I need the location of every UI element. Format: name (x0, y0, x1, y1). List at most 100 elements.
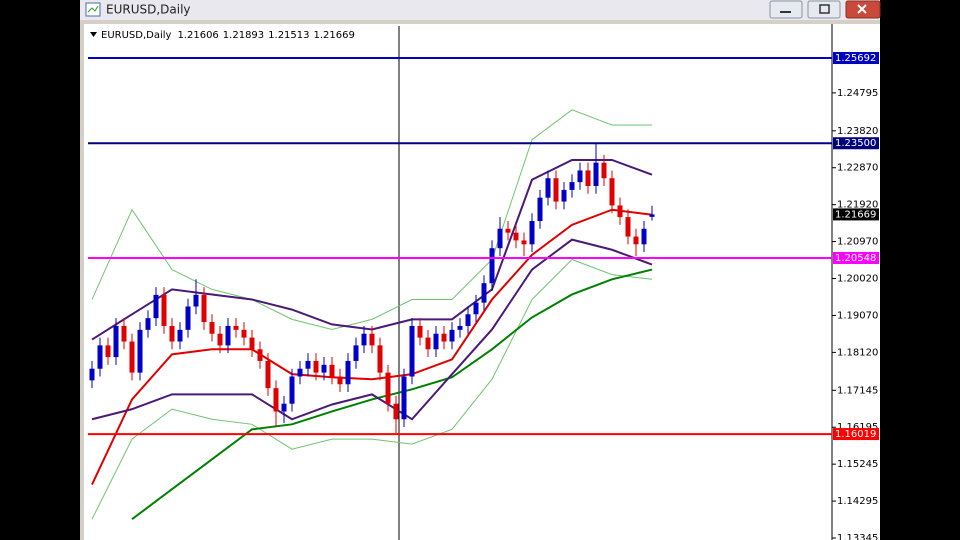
header-open: 1.21606 (177, 30, 218, 41)
candle-body (601, 162, 607, 179)
candle-body (633, 236, 639, 245)
indicator-line (131, 268, 653, 520)
candle-body (289, 376, 295, 404)
candle-body (409, 325, 415, 377)
candle-body (169, 325, 175, 342)
candle-body (593, 162, 599, 187)
candle-body (193, 294, 199, 307)
candle-body (609, 178, 615, 206)
candle-body (129, 341, 135, 373)
symbol: EURUSD,Daily (101, 30, 172, 41)
minimize-glyph (780, 11, 791, 13)
y-tick-label: 1.23820 (837, 126, 878, 137)
candle-body (153, 294, 159, 319)
candle-body (617, 205, 623, 218)
level-label: 1.25692 (835, 53, 876, 64)
candle-body (441, 333, 447, 342)
candle-body (497, 228, 503, 249)
candle-body (369, 333, 375, 346)
candle-body (377, 345, 383, 373)
candle-body (305, 360, 311, 369)
candle-body (385, 372, 391, 404)
close-glyph (857, 4, 867, 14)
candle-body (449, 329, 455, 342)
candle-body (137, 329, 143, 373)
y-tick-label: 1.19070 (837, 310, 878, 321)
candle-body (457, 325, 463, 330)
candle-body (345, 360, 351, 385)
candle-body (201, 294, 207, 323)
chart-header: EURUSD,Daily 1.21606 1.21893 1.21513 1.21669 (101, 30, 355, 41)
candle-body (177, 329, 183, 342)
candle-body (257, 349, 263, 361)
candle-body (481, 283, 487, 303)
candle-body (241, 329, 247, 338)
candle-body (161, 294, 167, 326)
candle-body (625, 217, 631, 237)
y-tick-label: 1.20970 (837, 237, 878, 248)
candle-body (313, 360, 319, 373)
candle-body (465, 314, 471, 326)
restore-glyph (819, 4, 830, 14)
candle-body (145, 318, 151, 330)
candle-body (273, 388, 279, 412)
y-tick-label: 1.16195 (837, 422, 878, 433)
level-label-box (833, 428, 879, 441)
minimize-button[interactable] (769, 0, 803, 19)
candle-body (505, 228, 511, 233)
candle-body (361, 333, 367, 346)
candle-body (329, 364, 335, 377)
candle-body (249, 337, 255, 350)
candle-body (489, 248, 495, 284)
candle-body (561, 189, 567, 202)
candle-body (209, 322, 215, 334)
candle-body (353, 345, 359, 361)
indicator-line (91, 258, 653, 520)
header-close: 1.21669 (314, 30, 355, 41)
title-bar (80, 0, 880, 20)
candle-body (425, 337, 431, 350)
candle-body (577, 170, 583, 183)
indicator-line (91, 238, 653, 421)
level-label-box (833, 137, 879, 150)
candle-body (105, 345, 111, 358)
candle-body (513, 232, 519, 241)
price-label-box (833, 208, 879, 221)
y-tick-label: 1.22870 (837, 163, 878, 174)
y-tick-label: 1.21920 (837, 200, 878, 211)
candle-body (297, 368, 303, 377)
level-label-box (833, 52, 879, 65)
candle-body (521, 240, 527, 245)
candle-body (401, 376, 407, 420)
candle-body (225, 325, 231, 346)
candle-body (217, 333, 223, 346)
candle-body (337, 376, 343, 385)
y-tick-label: 1.13345 (837, 533, 878, 540)
candle-body (185, 306, 191, 330)
level-label: 1.20548 (835, 253, 876, 264)
window-icon-glyph (87, 5, 99, 13)
candle-body (529, 220, 535, 245)
y-tick-label: 1.15245 (837, 459, 878, 470)
header-low: 1.21513 (268, 30, 309, 41)
window-title: EURUSD,Daily (106, 3, 191, 17)
candle-body (537, 197, 543, 221)
y-tick-label: 1.17145 (837, 385, 878, 396)
candle-body (545, 178, 551, 198)
indicator-line (91, 109, 652, 330)
candle-body (121, 325, 127, 342)
restore-button[interactable] (807, 0, 841, 19)
header-high: 1.21893 (223, 30, 264, 41)
level-label: 1.16019 (835, 429, 876, 440)
y-tick-label: 1.24795 (837, 88, 878, 99)
candle-body (417, 325, 423, 338)
plot (89, 109, 655, 520)
header-arrow (90, 32, 97, 37)
candle-body (281, 403, 287, 412)
candle-body (97, 345, 103, 369)
candle-body (641, 228, 647, 245)
candle-body (321, 364, 327, 373)
indicator-line (91, 208, 653, 485)
candle-body (553, 178, 559, 202)
